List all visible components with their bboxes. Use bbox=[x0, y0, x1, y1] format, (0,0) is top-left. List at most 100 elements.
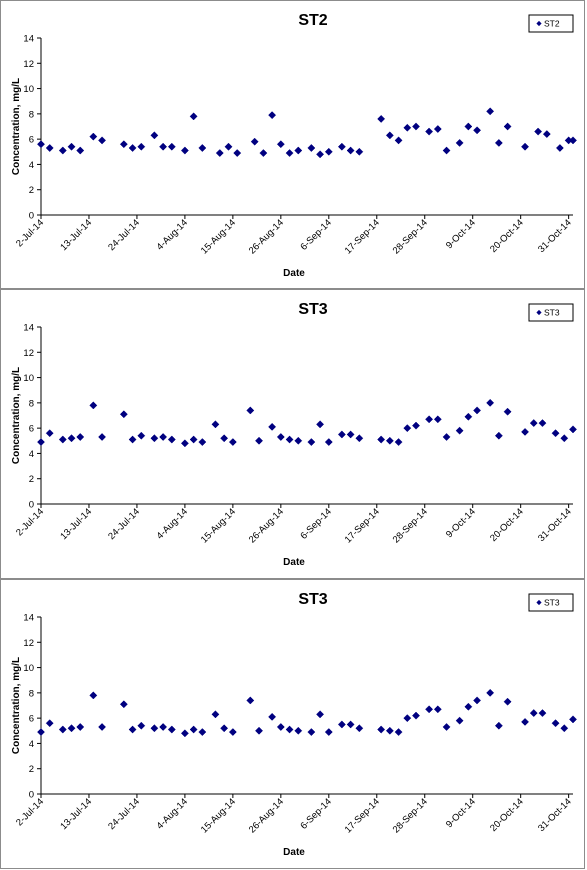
x-tick-label: 15-Aug-14 bbox=[199, 217, 238, 256]
data-point bbox=[167, 435, 176, 444]
data-point bbox=[137, 721, 146, 730]
y-tick-label: 14 bbox=[23, 613, 34, 624]
data-point bbox=[324, 438, 333, 447]
y-tick-label: 2 bbox=[29, 764, 34, 775]
data-point bbox=[316, 420, 325, 429]
data-point bbox=[324, 728, 333, 737]
x-tick-label: 31-Oct-14 bbox=[536, 506, 574, 544]
x-tick-label: 31-Oct-14 bbox=[536, 217, 574, 255]
x-tick-label: 15-Aug-14 bbox=[199, 796, 238, 835]
data-point bbox=[250, 137, 259, 146]
data-point bbox=[215, 149, 224, 158]
data-point bbox=[67, 142, 76, 151]
data-point bbox=[198, 438, 207, 447]
data-point bbox=[337, 720, 346, 729]
data-point bbox=[246, 696, 255, 705]
data-point bbox=[211, 420, 220, 429]
x-tick-label: 9-Oct-14 bbox=[444, 217, 478, 251]
data-point bbox=[403, 424, 412, 433]
data-point bbox=[167, 142, 176, 151]
x-tick-label: 20-Oct-14 bbox=[488, 796, 526, 834]
x-tick-label: 26-Aug-14 bbox=[247, 796, 286, 835]
data-point bbox=[228, 728, 237, 737]
data-point bbox=[337, 430, 346, 439]
data-point bbox=[180, 146, 189, 155]
scatter-chart-st3-upper: ST3 0 2 4 6 8 10 12 14 2-Jul-14 13-Jul-14 24-Jul-14… bbox=[11, 301, 577, 568]
data-point bbox=[473, 696, 482, 705]
data-point bbox=[159, 142, 168, 151]
data-point bbox=[294, 726, 303, 735]
data-point bbox=[198, 144, 207, 152]
y-tick-label: 6 bbox=[29, 135, 34, 146]
data-point bbox=[220, 724, 229, 733]
data-point bbox=[67, 434, 76, 443]
x-tick-label: 15-Aug-14 bbox=[199, 506, 238, 545]
data-point bbox=[150, 131, 159, 140]
data-point bbox=[233, 149, 242, 158]
data-point bbox=[473, 126, 482, 135]
data-point bbox=[346, 720, 355, 729]
data-point bbox=[324, 147, 333, 156]
data-point bbox=[37, 140, 45, 149]
data-point bbox=[119, 410, 128, 419]
data-point bbox=[76, 146, 85, 155]
legend-box bbox=[528, 303, 574, 322]
data-point bbox=[442, 146, 451, 155]
x-tick-label: 31-Oct-14 bbox=[536, 796, 574, 834]
data-point bbox=[180, 439, 189, 448]
data-point bbox=[98, 136, 107, 145]
data-point bbox=[555, 144, 564, 152]
data-point bbox=[455, 716, 464, 725]
data-point bbox=[385, 131, 394, 140]
data-point bbox=[285, 725, 294, 734]
x-tick-label: 13-Jul-14 bbox=[58, 796, 94, 832]
y-axis-title: Concentration, mg/L bbox=[11, 657, 22, 754]
data-point bbox=[89, 132, 98, 141]
data-point bbox=[98, 723, 107, 731]
data-point bbox=[45, 719, 54, 728]
data-point bbox=[412, 122, 420, 131]
x-tick-label: 17-Sep-14 bbox=[343, 217, 382, 256]
y-tick-label: 12 bbox=[23, 348, 34, 359]
y-tick-label: 14 bbox=[23, 323, 34, 334]
scatter-chart-st3-lower: ST3 0 2 4 6 8 10 12 14 2-Jul-14 13-Jul-14 24-Jul-14… bbox=[11, 591, 577, 858]
legend-marker bbox=[536, 309, 542, 316]
data-point bbox=[128, 435, 137, 444]
data-point bbox=[569, 425, 577, 434]
scatter-chart-st2: ST2 0 2 4 6 8 10 12 14 2-Jul-14 13-Jul-14 24-Jul-14… bbox=[11, 12, 577, 279]
x-tick-label: 24-Jul-14 bbox=[106, 506, 142, 542]
data-point bbox=[316, 710, 325, 719]
data-point bbox=[255, 726, 263, 735]
x-tick-label: 13-Jul-14 bbox=[58, 217, 94, 253]
data-point bbox=[425, 127, 434, 136]
data-point bbox=[355, 724, 364, 733]
data-point bbox=[385, 436, 394, 445]
legend-box bbox=[528, 14, 574, 33]
data-point bbox=[551, 429, 560, 438]
data-point bbox=[198, 728, 207, 737]
data-point bbox=[534, 127, 543, 136]
chart-panel-st2: ST2 0 2 4 6 8 10 12 14 2-Jul-14 13-Jul-14 24-Jul-14… bbox=[0, 0, 585, 289]
data-point bbox=[337, 142, 346, 151]
data-point bbox=[355, 147, 364, 156]
data-point bbox=[45, 429, 54, 438]
data-point bbox=[433, 705, 442, 714]
x-tick-label: 6-Sep-14 bbox=[299, 217, 334, 252]
data-point bbox=[529, 709, 538, 718]
data-point bbox=[276, 140, 285, 149]
x-tick-label: 20-Oct-14 bbox=[488, 217, 526, 255]
y-tick-label: 8 bbox=[29, 398, 34, 409]
data-point bbox=[89, 401, 98, 410]
data-point bbox=[211, 710, 220, 719]
data-point bbox=[268, 422, 277, 431]
data-point bbox=[569, 136, 577, 145]
data-point bbox=[128, 725, 137, 734]
data-point bbox=[316, 150, 325, 159]
y-tick-label: 8 bbox=[29, 109, 34, 120]
data-point bbox=[464, 122, 473, 131]
data-point bbox=[494, 721, 503, 730]
legend: ST3 bbox=[528, 593, 574, 612]
legend: ST2 bbox=[528, 14, 574, 33]
y-axis-title: Concentration, mg/L bbox=[11, 367, 22, 464]
x-tick-label: 17-Sep-14 bbox=[343, 506, 382, 545]
